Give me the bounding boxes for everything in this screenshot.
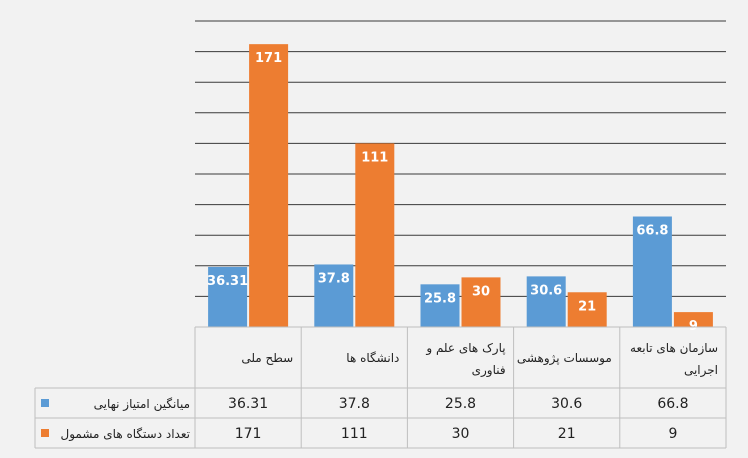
category-label: سازمان های تابعه (630, 341, 718, 356)
category-label: دانشگاه ها (346, 351, 399, 365)
legend-label: میانگین امتیاز نهایی (94, 397, 190, 412)
bar-value-label: 36.31 (207, 274, 248, 289)
bar (208, 266, 248, 327)
table-value: 36.31 (228, 396, 268, 412)
bar-value-label: 25.8 (424, 291, 456, 306)
bar (355, 143, 395, 327)
table-value: 30 (452, 426, 470, 442)
bar (673, 312, 713, 327)
bar-value-label: 111 (361, 150, 388, 165)
bar-value-label: 30.6 (530, 283, 562, 298)
table-value: 21 (558, 426, 576, 442)
category-label: موسسات پژوهشی (517, 351, 612, 366)
bar-value-label: 30 (472, 284, 490, 299)
table-value: 9 (668, 426, 677, 442)
table-value: 37.8 (339, 396, 370, 412)
table-value: 66.8 (657, 396, 688, 412)
category-label: سطح ملی (241, 351, 293, 365)
bar (420, 284, 460, 327)
table-value: 171 (235, 426, 262, 442)
category-label: اجرایی (684, 363, 718, 378)
table-value: 111 (341, 426, 368, 442)
bar-value-label: 66.8 (636, 224, 668, 239)
bar (461, 277, 501, 327)
bar (314, 264, 354, 327)
bar-value-label: 37.8 (318, 271, 350, 286)
bar (567, 292, 607, 327)
table-value: 30.6 (551, 396, 582, 412)
bar-value-label: 21 (578, 299, 596, 314)
legend-swatch (41, 429, 49, 437)
legend-label: تعداد دستگاه های مشمول (60, 427, 190, 442)
bar-value-label: 171 (255, 51, 282, 66)
category-label: پارک های علم و (425, 341, 505, 356)
category-label: فناوری (472, 363, 506, 378)
table-value: 25.8 (445, 396, 476, 412)
bar (249, 44, 289, 327)
legend-swatch (41, 399, 49, 407)
bar (526, 276, 566, 327)
bar (632, 216, 672, 327)
